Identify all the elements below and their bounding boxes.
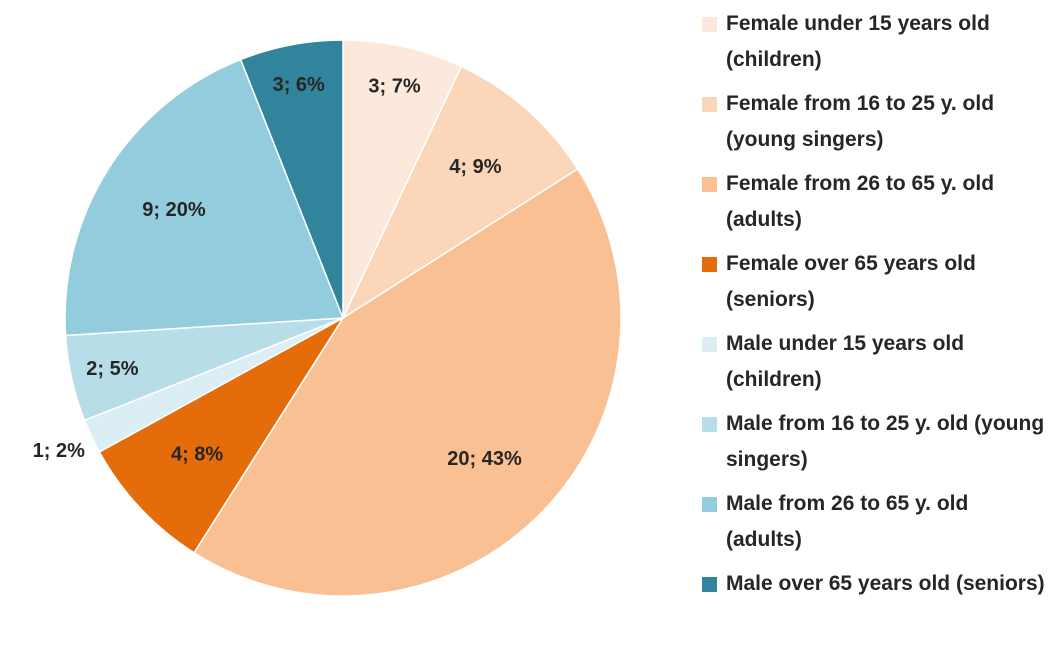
data-label: 2; 5%: [86, 358, 138, 380]
pie-area: 3; 7% 4; 9% 20; 43% 4; 8% 1; 2% 2; 5% 9; 20% 3;…: [33, 39, 622, 597]
legend-swatch: [702, 497, 717, 512]
data-label: 4; 8%: [171, 443, 223, 465]
slices: [64, 39, 622, 597]
legend-swatch: [702, 257, 717, 272]
legend-swatch: [702, 417, 717, 432]
legend-label: Male under 15 years old (children): [726, 332, 965, 391]
legend-swatch: [702, 17, 717, 32]
pie-slice: [342, 39, 463, 319]
data-label: 9; 20%: [142, 199, 206, 221]
chart: 3; 7% 4; 9% 20; 43% 4; 8% 1; 2% 2; 5% 9; 20% 3;…: [33, 12, 1045, 597]
legend-label: Female from 26 to 65 y. old (adults): [726, 172, 995, 231]
legend-entry: Female under 15 years old (children): [702, 6, 1047, 86]
legend-entry: Female from 26 to 65 y. old (adults): [702, 166, 1047, 246]
legend-entry: Male from 26 to 65 y. old (adults): [702, 486, 1047, 566]
pie-slice: [239, 39, 344, 319]
legend-entry: Female over 65 years old (seniors): [702, 246, 1047, 326]
legend-label: Male over 65 years old (seniors): [726, 572, 1045, 595]
legend-entry: Male under 15 years old (children): [702, 326, 1047, 406]
legend-entry: Male over 65 years old (seniors): [702, 566, 1047, 646]
legend-swatch: [702, 177, 717, 192]
legend-swatch: [702, 577, 717, 592]
legend: Female under 15 years old (children) Fema…: [702, 6, 1047, 646]
pie-slice: [341, 65, 579, 321]
legend-label: Female under 15 years old (children): [726, 12, 990, 71]
legend-label: Male from 16 to 25 y. old (young singers…: [726, 412, 1045, 471]
pie-slice: [98, 317, 344, 554]
legend-entry: Female from 16 to 25 y. old (young singe…: [702, 86, 1047, 166]
pie-slice: [193, 168, 622, 597]
data-label: 3; 7%: [368, 76, 420, 98]
data-label: 1; 2%: [33, 440, 85, 462]
data-label: 4; 9%: [449, 156, 501, 178]
pie-slice: [64, 58, 345, 337]
legend-label: Female from 16 to 25 y. old (young singe…: [726, 92, 995, 151]
data-label: 20; 43%: [447, 448, 522, 470]
legend-label: Male from 26 to 65 y. old (adults): [726, 492, 969, 551]
data-label: 3; 6%: [273, 74, 325, 96]
legend-swatch: [702, 337, 717, 352]
legend-entry: Male from 16 to 25 y. old (young singers…: [702, 406, 1047, 486]
legend-swatch: [702, 97, 717, 112]
legend-label: Female over 65 years old (seniors): [726, 252, 976, 311]
